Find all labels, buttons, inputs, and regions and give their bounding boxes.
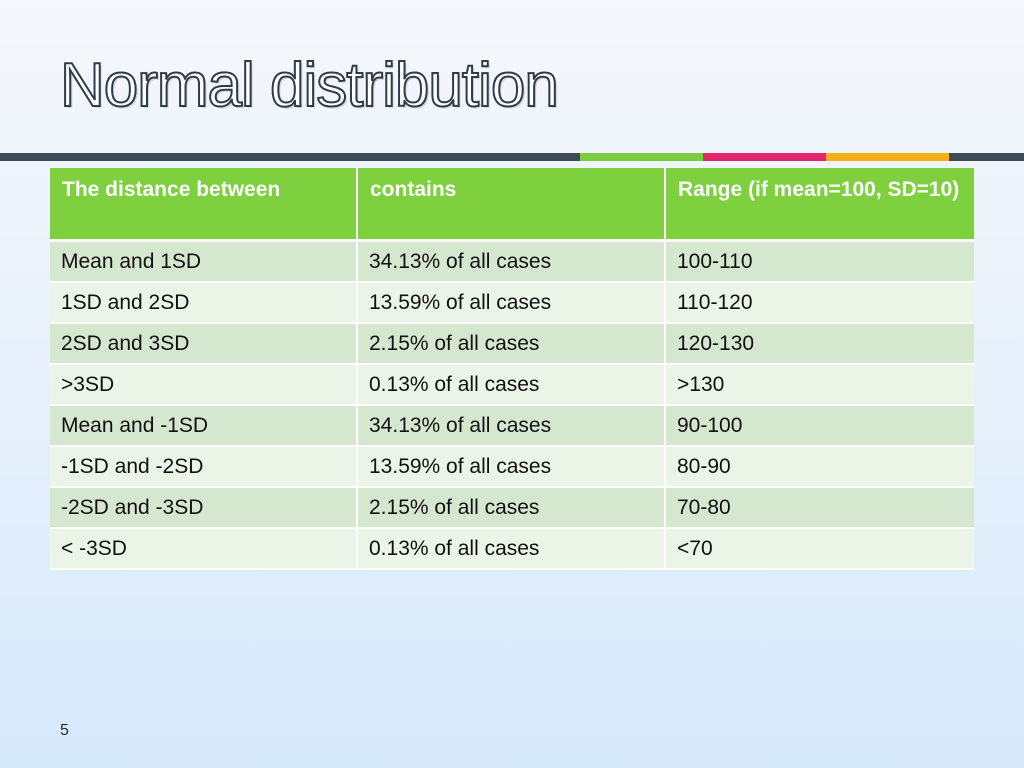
header-distance: The distance between — [50, 168, 358, 242]
cell-range: <70 — [665, 528, 974, 570]
header-range: Range (if mean=100, SD=10) — [665, 168, 974, 242]
table-row: -1SD and -2SD 13.59% of all cases 80-90 — [50, 446, 974, 488]
cell-range: 80-90 — [665, 446, 974, 488]
cell-contains: 0.13% of all cases — [357, 528, 666, 570]
table-row: Mean and -1SD 34.13% of all cases 90-100 — [50, 405, 974, 447]
table-row: -2SD and -3SD 2.15% of all cases 70-80 — [50, 487, 974, 529]
cell-contains: 0.13% of all cases — [357, 364, 666, 406]
cell-contains: 13.59% of all cases — [357, 282, 666, 324]
cell-contains: 13.59% of all cases — [357, 446, 666, 488]
slide-title: Normal distribution — [59, 50, 560, 121]
cell-contains: 34.13% of all cases — [357, 405, 666, 447]
title-divider — [0, 153, 1024, 161]
cell-range: 110-120 — [665, 282, 974, 324]
page-number: 5 — [60, 722, 69, 739]
distribution-table: The distance between contains Range (if … — [50, 168, 974, 570]
cell-distance: < -3SD — [50, 528, 358, 570]
cell-distance: 1SD and 2SD — [50, 282, 358, 324]
table-header-row: The distance between contains Range (if … — [50, 168, 974, 242]
cell-distance: >3SD — [50, 364, 358, 406]
cell-distance: -1SD and -2SD — [50, 446, 358, 488]
table-row: 2SD and 3SD 2.15% of all cases 120-130 — [50, 323, 974, 365]
cell-distance: Mean and 1SD — [50, 240, 358, 283]
cell-distance: Mean and -1SD — [50, 405, 358, 447]
cell-range: 90-100 — [665, 405, 974, 447]
divider-orange-segment — [826, 153, 949, 161]
table-row: 1SD and 2SD 13.59% of all cases 110-120 — [50, 282, 974, 324]
cell-range: 120-130 — [665, 323, 974, 365]
cell-range: 100-110 — [665, 240, 974, 283]
cell-contains: 34.13% of all cases — [357, 240, 666, 283]
divider-dark-segment — [0, 153, 1024, 161]
table-row: < -3SD 0.13% of all cases <70 — [50, 528, 974, 570]
divider-green-segment — [580, 153, 703, 161]
cell-distance: 2SD and 3SD — [50, 323, 358, 365]
table-row: >3SD 0.13% of all cases >130 — [50, 364, 974, 406]
cell-range: 70-80 — [665, 487, 974, 529]
cell-range: >130 — [665, 364, 974, 406]
table-row: Mean and 1SD 34.13% of all cases 100-110 — [50, 240, 974, 283]
cell-distance: -2SD and -3SD — [50, 487, 358, 529]
cell-contains: 2.15% of all cases — [357, 323, 666, 365]
divider-pink-segment — [703, 153, 826, 161]
header-contains: contains — [357, 168, 666, 242]
cell-contains: 2.15% of all cases — [357, 487, 666, 529]
